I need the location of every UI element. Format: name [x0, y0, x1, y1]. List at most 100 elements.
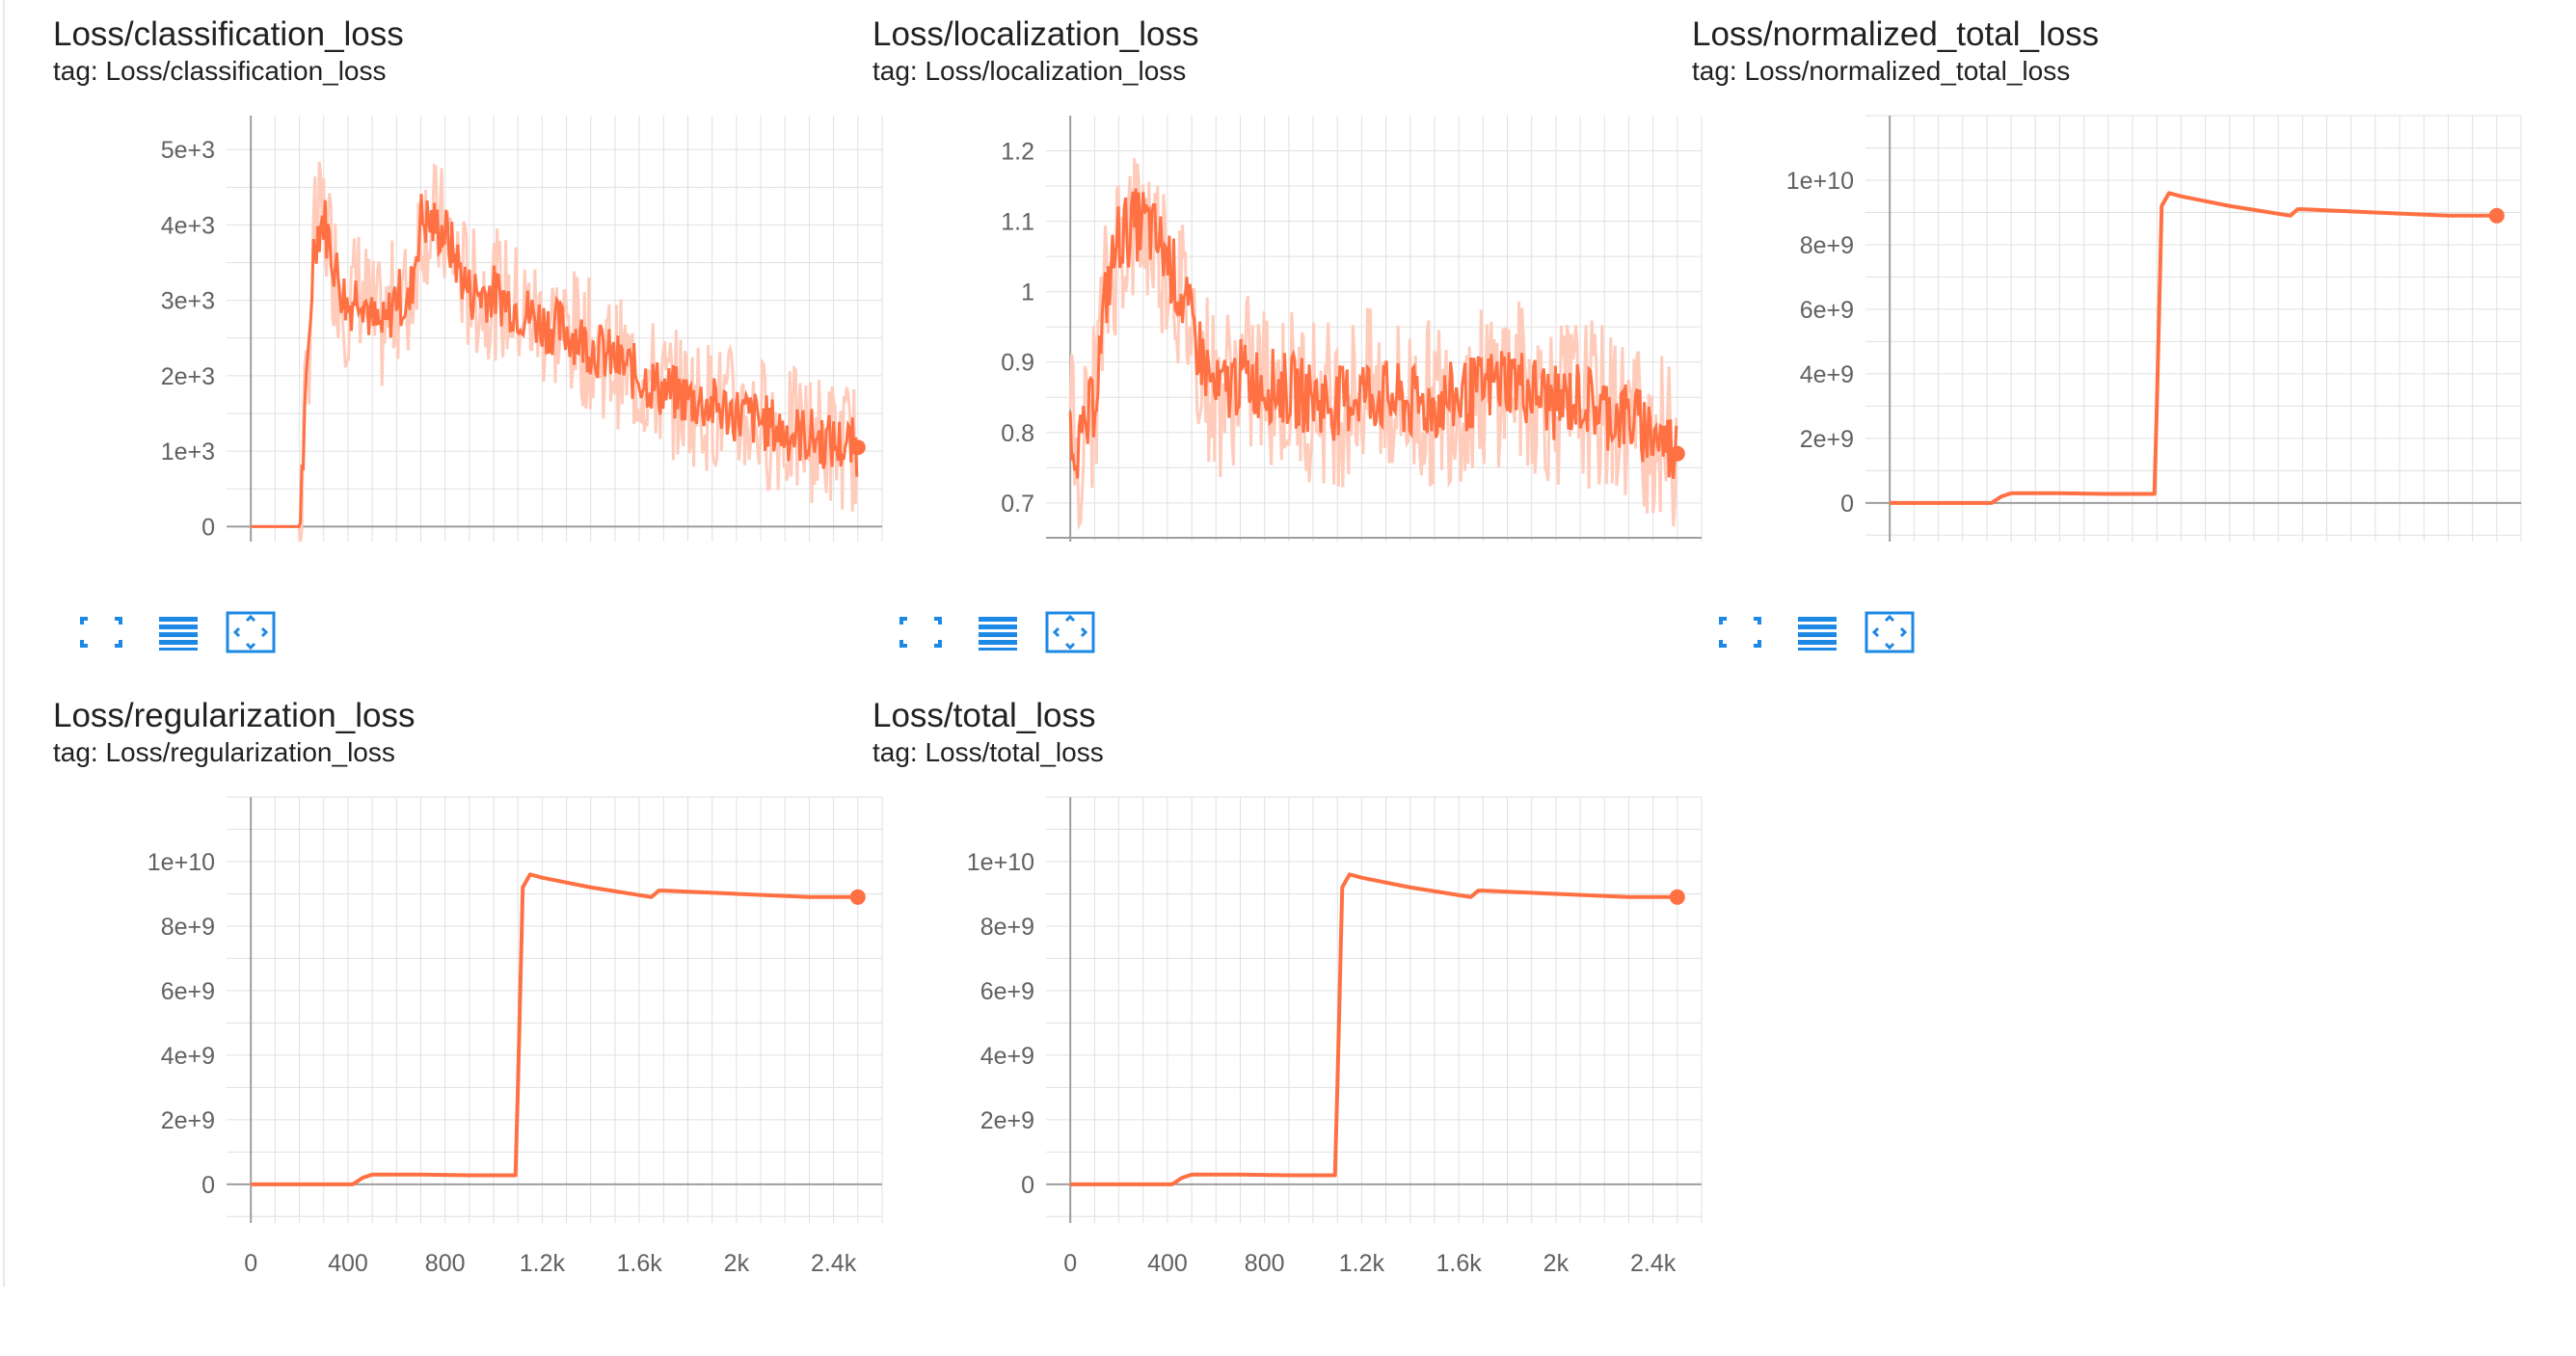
expand-button[interactable]: [1711, 609, 1769, 655]
last-point-marker: [1669, 889, 1685, 905]
x-tick-label: 800: [425, 1250, 466, 1277]
expand-icon: [72, 617, 130, 659]
chart-tag: tag: Loss/localization_loss: [872, 56, 1187, 86]
fit-domain-icon: [1861, 611, 1919, 659]
x-tick-label: 1.6k: [1436, 1250, 1483, 1277]
x-tick-label: 2k: [1543, 1250, 1570, 1277]
y-tick-label: 6e+9: [980, 978, 1034, 1005]
y-tick-label: 3e+3: [161, 288, 215, 315]
chart-tag: tag: Loss/total_loss: [872, 737, 1104, 767]
x-tick-label: 1.2k: [520, 1250, 566, 1277]
chart-card-regularization-loss: Loss/regularization_loss tag: Loss/regul…: [53, 681, 883, 1356]
data-table-button[interactable]: [149, 609, 207, 655]
last-point-marker: [1669, 445, 1685, 462]
x-tick-label: 0: [244, 1250, 257, 1277]
chart-tag: tag: Loss/regularization_loss: [53, 737, 395, 767]
line-chart[interactable]: 0 2e+9 4e+9 6e+9 8e+9 1e+10 0 400 800 1.2k 1.6k 2k 2…: [872, 681, 1703, 1289]
plot-area: 0 2e+9 4e+9 6e+9 8e+9 1e+10 0 400 800 1.2k 1.6k 2k 2…: [148, 796, 883, 1277]
y-tick-label: 8e+9: [161, 914, 215, 941]
plot-area: 0 2e+9 4e+9 6e+9 8e+9 1e+10 0 400 800 1.2k 1.6k 2k 2…: [967, 796, 1703, 1277]
raw-series-line: [251, 161, 859, 542]
fit-domain-button[interactable]: [222, 609, 280, 655]
y-tick-label: 1e+10: [1786, 168, 1854, 195]
x-tick-label: 400: [328, 1250, 368, 1277]
chart-title: Loss/classification_loss: [53, 15, 404, 53]
expand-button[interactable]: [72, 609, 130, 655]
y-tick-label: 1e+10: [967, 849, 1034, 876]
raw-series-line: [1068, 158, 1678, 531]
y-tick-label: 4e+9: [1800, 361, 1854, 388]
plot-area: 0.7 0.8 0.9 1 1.1 1.2: [1001, 116, 1703, 542]
x-tick-label: 0: [1063, 1250, 1077, 1277]
chart-title: Loss/total_loss: [872, 697, 1096, 734]
expand-button[interactable]: [892, 609, 950, 655]
series-line: [251, 872, 858, 1186]
y-tick-label: 2e+9: [980, 1107, 1034, 1134]
data-table-button[interactable]: [1788, 609, 1846, 655]
series-line: [1070, 872, 1677, 1186]
expand-icon: [1711, 617, 1769, 659]
y-tick-label: 2e+9: [161, 1107, 215, 1134]
x-tick-label: 2.4k: [1630, 1250, 1677, 1277]
x-tick-label: 400: [1147, 1250, 1188, 1277]
chart-title: Loss/regularization_loss: [53, 697, 416, 734]
series-line: [1890, 191, 2497, 505]
y-tick-label: 1.2: [1001, 139, 1034, 166]
y-tick-label: 4e+9: [980, 1043, 1034, 1070]
line-chart[interactable]: 0 1e+3 2e+3 3e+3 4e+3 5e+3: [53, 0, 883, 578]
x-tick-label: 2k: [724, 1250, 750, 1277]
data-table-icon: [149, 617, 207, 659]
y-tick-label: 1e+10: [148, 849, 215, 876]
y-tick-label: 1: [1021, 279, 1034, 306]
y-tick-label: 2e+9: [1800, 426, 1854, 453]
line-chart[interactable]: 0 2e+9 4e+9 6e+9 8e+9 1e+10: [1692, 0, 2522, 578]
chart-card-classification-loss: Loss/classification_loss tag: Loss/class…: [53, 0, 883, 675]
plot-area: 0 1e+3 2e+3 3e+3 4e+3 5e+3: [161, 116, 883, 542]
last-point-marker: [849, 889, 866, 905]
plot-area: 0 2e+9 4e+9 6e+9 8e+9 1e+10: [1786, 115, 2522, 542]
y-tick-label: 5e+3: [161, 137, 215, 164]
y-tick-label: 4e+3: [161, 212, 215, 239]
x-tick-label: 1.6k: [617, 1250, 663, 1277]
y-tick-label: 8e+9: [1800, 232, 1854, 259]
line-chart[interactable]: 0 2e+9 4e+9 6e+9 8e+9 1e+10 0 400 800 1.2k 1.6k 2k 2…: [53, 681, 883, 1289]
y-tick-label: 6e+9: [1800, 297, 1854, 324]
chart-tag: tag: Loss/normalized_total_loss: [1692, 56, 2071, 86]
x-tick-label: 800: [1245, 1250, 1285, 1277]
data-table-button[interactable]: [969, 609, 1027, 655]
chart-card-localization-loss: Loss/localization_loss tag: Loss/localiz…: [872, 0, 1703, 675]
last-point-marker: [849, 439, 866, 456]
last-point-marker: [2488, 207, 2505, 224]
expand-icon: [892, 617, 950, 659]
page-left-border: [3, 0, 5, 1287]
y-tick-label: 0: [1021, 1172, 1034, 1199]
fit-domain-button[interactable]: [1041, 609, 1099, 655]
x-tick-label: 1.2k: [1339, 1250, 1385, 1277]
fit-domain-button[interactable]: [1861, 609, 1919, 655]
y-tick-label: 1e+3: [161, 439, 215, 465]
x-tick-label: 2.4k: [811, 1250, 857, 1277]
y-tick-label: 2e+3: [161, 363, 215, 390]
y-tick-label: 0: [1840, 491, 1854, 518]
chart-title: Loss/localization_loss: [872, 15, 1199, 53]
data-table-icon: [1788, 617, 1846, 659]
chart-card-normalized-total-loss: Loss/normalized_total_loss tag: Loss/nor…: [1692, 0, 2522, 675]
y-tick-label: 4e+9: [161, 1043, 215, 1070]
series-line: [1068, 188, 1678, 479]
y-tick-label: 0: [201, 1172, 215, 1199]
y-tick-label: 1.1: [1001, 209, 1034, 236]
y-tick-label: 0.9: [1001, 350, 1034, 377]
chart-title: Loss/normalized_total_loss: [1692, 15, 2100, 53]
fit-domain-icon: [222, 611, 280, 659]
y-tick-label: 0: [201, 514, 215, 541]
line-chart[interactable]: 0.7 0.8 0.9 1 1.1 1.2: [872, 0, 1703, 578]
fit-domain-icon: [1041, 611, 1099, 659]
y-tick-label: 0.7: [1001, 491, 1034, 518]
y-tick-label: 0.8: [1001, 420, 1034, 447]
y-tick-label: 6e+9: [161, 978, 215, 1005]
series-line: [251, 194, 859, 528]
y-tick-label: 8e+9: [980, 914, 1034, 941]
chart-card-total-loss: Loss/total_loss tag: Loss/total_loss 0 2e…: [872, 681, 1703, 1356]
data-table-icon: [969, 617, 1027, 659]
chart-tag: tag: Loss/classification_loss: [53, 56, 387, 86]
